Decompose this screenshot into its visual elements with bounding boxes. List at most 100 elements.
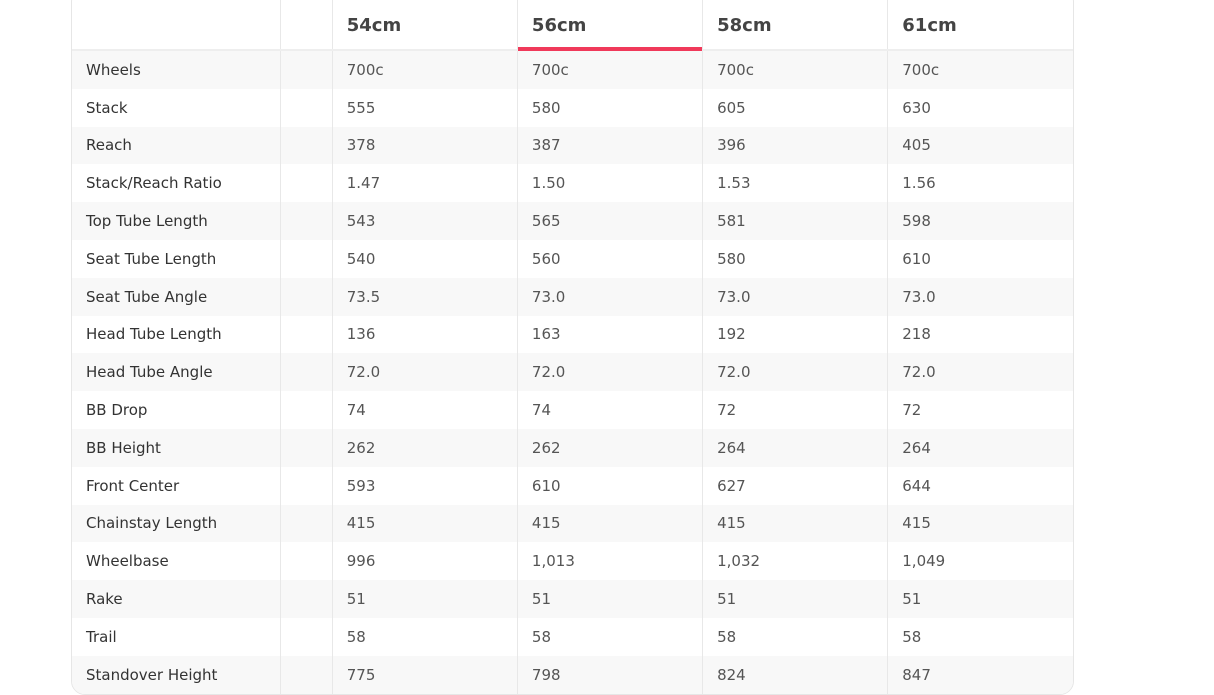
row-label: BB Height <box>72 428 281 467</box>
value-cell: 72.0 <box>331 353 518 392</box>
value-cell: 58 <box>331 617 518 656</box>
value-cell: 264 <box>887 428 1073 467</box>
value-cell: 543 <box>331 202 518 240</box>
value-cell: 1.47 <box>331 164 518 203</box>
spacer-cell <box>279 164 333 203</box>
spacer-cell <box>279 542 333 581</box>
value-cell: 847 <box>887 655 1073 694</box>
row-label: Trail <box>86 627 117 646</box>
header-row: 54cm 56cm 58cm 61cm <box>72 0 1073 51</box>
value-cell: 1,032 <box>702 542 888 581</box>
value-cell: 1.56 <box>887 164 1073 203</box>
value-cell: 610 <box>887 239 1073 278</box>
row-label: Wheels <box>72 50 281 89</box>
value-cell: 775 <box>331 655 518 694</box>
value-cell: 58 <box>887 617 1073 656</box>
spacer-cell <box>279 50 333 89</box>
value-cell: 581 <box>702 202 888 240</box>
value-cell: 378 <box>331 126 518 165</box>
spacer-cell <box>279 202 333 240</box>
value-cell: 824 <box>702 655 888 694</box>
value-cell: 605 <box>702 88 888 127</box>
value-cell: 73.5 <box>331 277 518 316</box>
row-label: Head Tube Length <box>86 325 222 344</box>
value-cell: 396 <box>702 126 888 165</box>
value-cell: 58 <box>702 617 888 656</box>
header-empty <box>72 0 281 51</box>
value-cell: 136 <box>331 315 518 354</box>
value-cell: 51 <box>331 580 518 618</box>
value-cell: 262 <box>331 428 518 467</box>
row-label: Seat Tube Angle <box>72 277 281 316</box>
value-cell: 192 <box>702 315 888 354</box>
row-label: Reach <box>72 126 281 165</box>
value-cell: 700c <box>702 50 888 89</box>
size-column-54cm[interactable]: 54cm <box>331 0 518 51</box>
value-cell: 996 <box>331 542 518 581</box>
table-row: Wheels 700c 700c 700c 700c <box>72 50 1073 89</box>
value-cell: 700c <box>516 50 703 89</box>
value-cell: 415 <box>702 504 888 543</box>
value-cell: 700c <box>331 50 518 89</box>
table-row: Stack 555 580 605 630 <box>72 88 1073 127</box>
value-cell: 415 <box>516 504 703 543</box>
size-column-58cm[interactable]: 58cm <box>702 0 888 51</box>
value-cell: 610 <box>516 466 703 505</box>
table-row: Head Tube Length 136 163 192 218 <box>72 315 1073 354</box>
value-cell: 1.50 <box>516 164 703 203</box>
value-cell: 218 <box>887 315 1073 354</box>
value-cell: 598 <box>887 202 1073 240</box>
table-row: Wheelbase 996 1,013 1,032 1,049 <box>72 542 1073 581</box>
spacer-cell <box>279 504 333 543</box>
row-label: Wheelbase <box>86 552 169 571</box>
table-row: Chainstay Length 415 415 415 415 <box>72 504 1073 543</box>
row-label: Standover Height <box>72 655 281 694</box>
value-cell: 73.0 <box>702 277 888 316</box>
table-row: Rake 51 51 51 51 <box>72 580 1073 618</box>
value-cell: 700c <box>887 50 1073 89</box>
row-label: Seat Tube Length <box>86 249 217 268</box>
geometry-table: 54cm 56cm 58cm 61cm Wheels 700c 700c 700c 700c S… <box>71 0 1074 695</box>
value-cell: 555 <box>331 88 518 127</box>
table-row: Seat Tube Angle 73.5 73.0 73.0 73.0 <box>72 277 1073 316</box>
spacer-cell <box>279 353 333 392</box>
spacer-cell <box>279 277 333 316</box>
spacer-cell <box>279 126 333 165</box>
value-cell: 415 <box>887 504 1073 543</box>
value-cell: 72.0 <box>516 353 703 392</box>
value-cell: 51 <box>516 580 703 618</box>
spacer-cell <box>279 617 333 656</box>
table-row: Front Center 593 610 627 644 <box>72 466 1073 505</box>
size-column-61cm[interactable]: 61cm <box>887 0 1073 51</box>
row-label: Front Center <box>86 476 180 495</box>
value-cell: 540 <box>331 239 518 278</box>
value-cell: 580 <box>516 88 703 127</box>
value-cell: 73.0 <box>516 277 703 316</box>
spacer-cell <box>279 315 333 354</box>
row-label: Top Tube Length <box>72 202 281 240</box>
table-row: Top Tube Length 543 565 581 598 <box>72 202 1073 240</box>
value-cell: 163 <box>516 315 703 354</box>
header-spacer <box>279 0 333 51</box>
value-cell: 580 <box>702 239 888 278</box>
row-label: Stack <box>86 98 128 117</box>
value-cell: 51 <box>702 580 888 618</box>
table-row: BB Height 262 262 264 264 <box>72 428 1073 467</box>
value-cell: 264 <box>702 428 888 467</box>
spacer-cell <box>279 239 333 278</box>
value-cell: 560 <box>516 239 703 278</box>
table-row: Head Tube Angle 72.0 72.0 72.0 72.0 <box>72 353 1073 392</box>
size-column-56cm[interactable]: 56cm <box>516 0 703 51</box>
table-row: Standover Height 775 798 824 847 <box>72 655 1073 694</box>
spacer-cell <box>279 466 333 505</box>
value-cell: 72.0 <box>887 353 1073 392</box>
row-label: Stack/Reach Ratio <box>86 174 222 193</box>
value-cell: 51 <box>887 580 1073 618</box>
value-cell: 74 <box>516 391 703 429</box>
table-row: BB Drop 74 74 72 72 <box>72 391 1073 429</box>
value-cell: 405 <box>887 126 1073 165</box>
value-cell: 1.53 <box>702 164 888 203</box>
spacer-cell <box>279 655 333 694</box>
value-cell: 1,013 <box>516 542 703 581</box>
spacer-cell <box>279 428 333 467</box>
